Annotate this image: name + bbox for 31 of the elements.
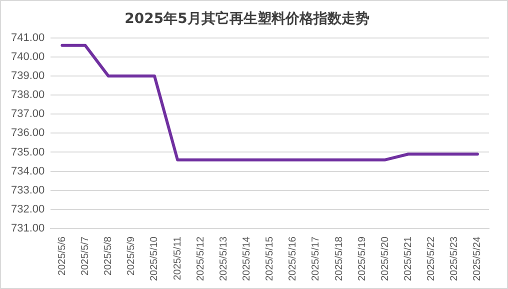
y-tick-label: 735.00 — [10, 146, 45, 158]
y-tick-label: 739.00 — [10, 70, 45, 82]
x-tick-label: 2025/5/9 — [126, 236, 138, 276]
x-tick-label: 2025/5/16 — [288, 236, 299, 282]
y-tick-label: 738.00 — [10, 89, 45, 102]
y-tick-label: 734.00 — [10, 165, 45, 178]
x-tick-label: 2025/5/12 — [195, 236, 206, 282]
x-tick-label: 2025/5/22 — [426, 236, 438, 282]
x-tick-label: 2025/5/21 — [403, 236, 414, 282]
x-tick-label: 2025/5/14 — [242, 236, 252, 282]
x-tick-label: 2025/5/6 — [56, 236, 68, 276]
y-tick-label: 741.00 — [10, 32, 45, 44]
x-tick-label: 2025/5/19 — [356, 236, 368, 282]
x-tick-label: 2025/5/15 — [264, 236, 276, 282]
x-tick-label: 2025/5/7 — [80, 236, 91, 276]
x-tick-label: 2025/5/24 — [472, 236, 484, 282]
x-tick-label: 2025/5/20 — [380, 236, 391, 282]
y-tick-label: 736.00 — [10, 127, 45, 140]
x-tick-label: 2025/5/17 — [310, 236, 322, 282]
y-tick-label: 733.00 — [10, 184, 45, 196]
x-tick-label: 2025/5/13 — [218, 236, 230, 282]
x-tick-label: 2025/5/8 — [103, 236, 114, 276]
x-tick-label: 2025/5/10 — [149, 236, 160, 282]
chart-title: 2025年5月其它再生塑料价格指数走势 — [124, 10, 370, 28]
y-tick-label: 732.00 — [10, 203, 45, 216]
y-tick-label: 740.00 — [10, 50, 45, 63]
x-tick-label: 2025/5/23 — [449, 236, 460, 282]
x-tick-label: 2025/5/11 — [172, 236, 184, 280]
y-tick-label: 737.00 — [10, 108, 45, 120]
x-tick-label: 2025/5/18 — [334, 236, 345, 282]
y-tick-label: 731.00 — [10, 222, 45, 235]
